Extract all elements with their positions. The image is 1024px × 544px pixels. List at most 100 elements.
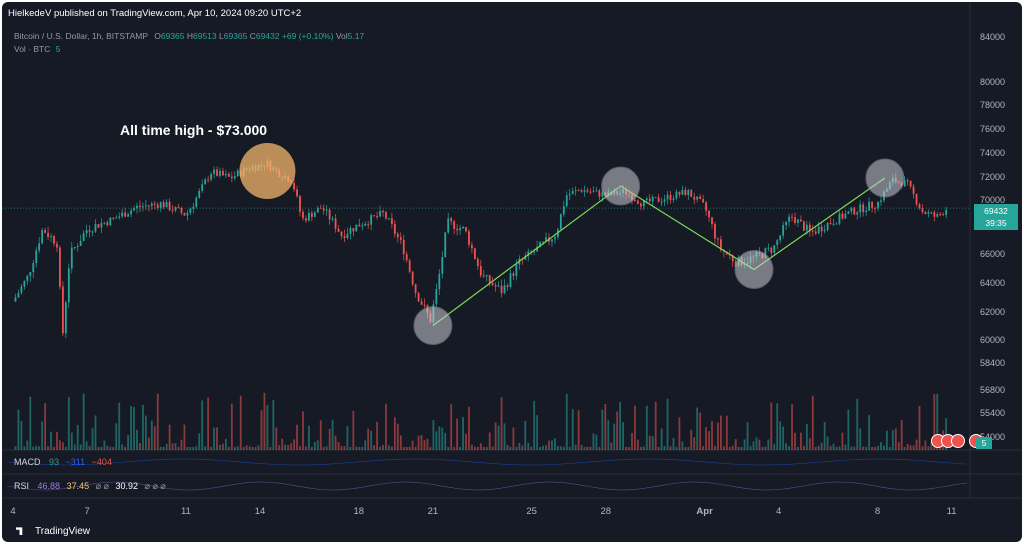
- rsi-line: [570, 483, 578, 485]
- candle-body: [811, 230, 814, 232]
- candle-body: [672, 198, 675, 200]
- candle-body: [219, 170, 221, 176]
- candle-body: [79, 240, 82, 246]
- candle-body: [660, 201, 663, 203]
- volume-bar: [717, 422, 719, 450]
- rsi-line: [150, 485, 158, 488]
- candle-body: [97, 224, 100, 228]
- candle-body: [109, 217, 112, 226]
- volume-bar: [230, 403, 233, 450]
- volume-bar: [183, 424, 186, 450]
- candle-body: [53, 236, 55, 244]
- candle-body: [213, 169, 215, 175]
- volume-bar: [405, 446, 408, 450]
- rsi-line: [732, 486, 740, 488]
- tradingview-logo[interactable]: TradingView: [16, 526, 90, 537]
- candle-body: [411, 271, 414, 285]
- volume-bar: [382, 444, 384, 450]
- candle-body: [471, 244, 473, 249]
- candle-body: [482, 275, 485, 277]
- volume-bar: [755, 437, 758, 450]
- rsi-line: [126, 482, 134, 484]
- volume-bar: [814, 446, 817, 450]
- time-tick-label: 4: [776, 506, 782, 517]
- volume-bar: [894, 428, 897, 450]
- volume-bar: [139, 443, 141, 450]
- candle-body: [838, 213, 841, 224]
- volume-bar: [542, 445, 544, 450]
- candle-body: [847, 211, 850, 214]
- volume-bar: [290, 443, 293, 450]
- price-tick-label: 76000: [980, 124, 1006, 134]
- event-flags[interactable]: [931, 434, 983, 453]
- volume-bar: [610, 442, 613, 450]
- tradingview-logo-icon: [16, 527, 23, 536]
- volume-bar: [568, 446, 571, 450]
- rsi-line: [720, 484, 728, 486]
- candle-body: [675, 191, 678, 199]
- candle-body: [396, 233, 399, 238]
- volume-bar: [589, 446, 592, 450]
- volume-bar: [678, 417, 681, 450]
- candle-body: [488, 275, 491, 284]
- candle-body: [14, 297, 17, 302]
- rsi-line: [666, 483, 674, 485]
- volume-bar: [506, 444, 509, 450]
- volume-bar: [23, 446, 26, 450]
- candle-body: [159, 202, 162, 208]
- volume-bar: [583, 446, 586, 450]
- candle-body: [921, 208, 924, 212]
- volume-bar: [459, 446, 461, 450]
- volume-bar: [97, 446, 100, 450]
- volume-bar: [740, 446, 743, 450]
- candle-body: [379, 210, 381, 217]
- candle-body: [800, 219, 802, 222]
- us-flag-icon[interactable]: [951, 434, 965, 448]
- rsi-line: [168, 488, 176, 490]
- rsi-line: [714, 483, 722, 485]
- candle-body: [331, 218, 334, 220]
- volume-bar: [17, 409, 20, 450]
- candle-body: [165, 201, 168, 208]
- candle-body: [699, 196, 702, 200]
- macd-legend[interactable]: MACD 93 −311 −404: [14, 457, 112, 467]
- candle-body: [702, 199, 705, 203]
- candle-body: [817, 226, 820, 234]
- rsi-line: [60, 487, 68, 490]
- rsi-line: [198, 488, 206, 490]
- volume-bar: [648, 435, 651, 450]
- volume-bar: [310, 446, 313, 450]
- candle-body: [438, 273, 441, 290]
- volume-bar: [515, 446, 518, 450]
- volume-bar: [494, 422, 497, 450]
- volume-bar: [165, 443, 168, 450]
- candle-body: [189, 208, 192, 213]
- candle-body: [797, 219, 799, 223]
- rsi-line: [636, 488, 644, 490]
- volume-bar: [331, 419, 334, 450]
- candle-body: [791, 216, 793, 218]
- price-tick-label: 58400: [980, 358, 1006, 368]
- candle-body: [32, 263, 35, 273]
- volume-bar: [59, 440, 61, 450]
- volume-bar: [571, 409, 574, 450]
- price-tick-label: 70000: [980, 195, 1006, 205]
- volume-bar: [800, 432, 802, 450]
- candle-body: [319, 207, 322, 209]
- candle-body: [367, 223, 370, 225]
- rsi-line: [792, 486, 800, 488]
- candle-body: [136, 205, 138, 209]
- change-value: +69 (+0.10%): [281, 31, 334, 41]
- volume-bar: [293, 439, 295, 450]
- candle-body: [230, 176, 233, 179]
- volume-bar: [94, 415, 97, 450]
- candle-body: [183, 212, 186, 216]
- rsi-legend[interactable]: RSI 46.88 37.45 ⌀ ⌀ 30.92 ⌀ ⌀ ⌀: [14, 481, 166, 491]
- rsi-line: [24, 488, 32, 490]
- price-tick-label: 78000: [980, 100, 1006, 110]
- candle-body: [826, 222, 829, 230]
- candle-body: [293, 182, 295, 190]
- volume-bar: [770, 402, 773, 450]
- rsi-line: [420, 482, 428, 484]
